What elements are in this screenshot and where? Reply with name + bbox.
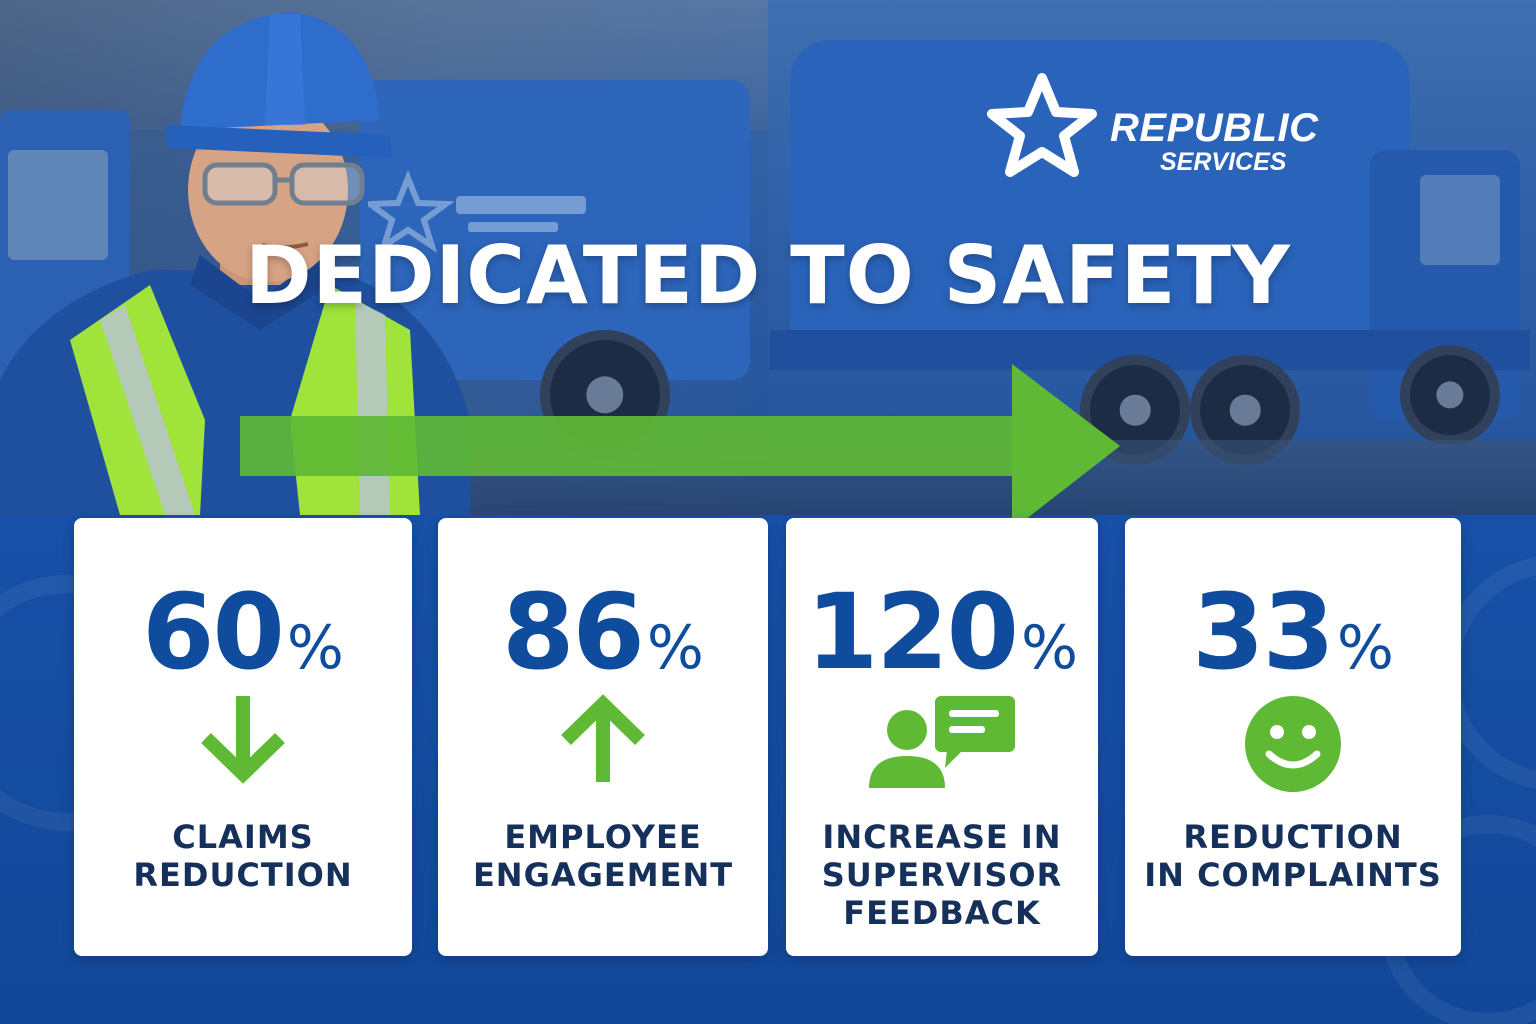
stat-card-complaints: 33% REDUCTION IN COMPLAINTS <box>1125 518 1461 956</box>
logo-word-services: SERVICES <box>1160 148 1287 176</box>
arrow-up-icon <box>561 694 645 782</box>
stat-label: REDUCTION IN COMPLAINTS <box>1144 818 1442 894</box>
stat-label: CLAIMS REDUCTION <box>133 818 353 894</box>
smiley-icon <box>1245 696 1341 792</box>
republic-services-logo: REPUBLIC SERVICES <box>986 72 1366 192</box>
main-truck-body <box>790 40 1410 370</box>
stat-label: EMPLOYEE ENGAGEMENT <box>472 818 734 894</box>
star-icon <box>987 73 1097 177</box>
stat-card-claims: 60% CLAIMS REDUCTION <box>74 518 412 956</box>
stat-value: 60% <box>142 571 344 693</box>
main-truck-wheel-3 <box>1400 345 1500 445</box>
stat-card-engagement: 86% EMPLOYEE ENGAGEMENT <box>438 518 768 956</box>
truck-emblem-icon <box>368 169 586 254</box>
stat-value: 86% <box>502 571 704 693</box>
stat-value: 120% <box>805 571 1079 693</box>
truck-window-far-left <box>8 150 108 260</box>
stat-value: 33% <box>1192 571 1394 693</box>
main-truck-window <box>1420 175 1500 265</box>
person-feedback-icon <box>869 696 1015 788</box>
arrow-down-icon <box>201 696 285 784</box>
hero-photo: REPUBLIC SERVICES DEDICATED TO SAFETY <box>0 0 1536 515</box>
progress-arrow-icon <box>240 364 1120 530</box>
stat-card-feedback: 120% INCREASE IN SUPERVISOR FEEDBACK <box>786 518 1098 956</box>
stat-label: INCREASE IN SUPERVISOR FEEDBACK <box>821 818 1063 932</box>
page-title: DEDICATED TO SAFETY <box>245 229 1291 322</box>
logo-word-republic: REPUBLIC <box>1110 106 1319 150</box>
